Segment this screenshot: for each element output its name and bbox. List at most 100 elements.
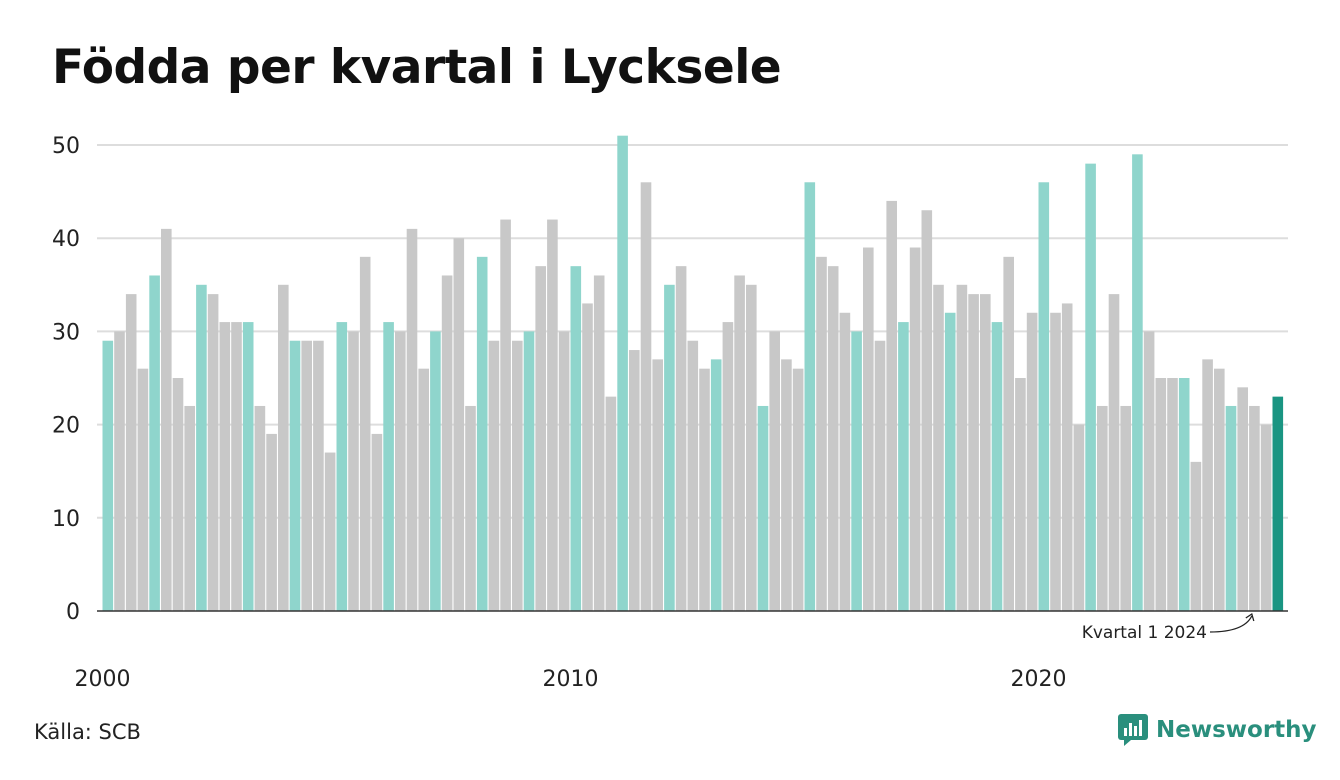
bar — [383, 322, 394, 611]
bar — [301, 340, 312, 611]
bar — [582, 303, 593, 611]
bar — [418, 368, 429, 611]
bar — [699, 368, 710, 611]
bar — [664, 284, 675, 611]
bar — [371, 433, 383, 611]
bar — [1225, 405, 1237, 611]
bar — [336, 322, 348, 611]
bar — [605, 396, 617, 611]
bar — [675, 266, 687, 611]
bar — [617, 135, 628, 611]
bar — [1237, 387, 1248, 611]
bar — [242, 322, 254, 611]
bar — [734, 275, 745, 611]
bar — [781, 359, 792, 611]
x-tick-label: 2000 — [75, 667, 131, 692]
y-tick-label: 10 — [52, 507, 80, 532]
bar — [1050, 312, 1061, 611]
bar — [1249, 405, 1260, 611]
bar — [1003, 256, 1014, 611]
bar — [161, 228, 172, 611]
bar — [640, 182, 652, 611]
bar — [886, 200, 897, 612]
bar-chart: 0 10 20 30 40 50 2000 2010 2020 Kvartal 1 2024 — [52, 134, 1288, 692]
bar — [956, 284, 968, 611]
bar — [125, 294, 137, 611]
bar — [196, 284, 207, 611]
bar — [1202, 359, 1213, 611]
x-tick-label: 2020 — [1011, 667, 1067, 692]
bar — [1155, 378, 1167, 611]
bar — [1167, 378, 1178, 611]
y-tick-label: 20 — [52, 414, 80, 439]
bar — [827, 266, 839, 611]
bar — [1132, 154, 1143, 611]
bar — [1073, 424, 1085, 611]
annotation-label: Kvartal 1 2024 — [1082, 623, 1207, 643]
y-axis-ticks: 0 10 20 30 40 50 — [52, 134, 80, 625]
bar — [1061, 303, 1073, 611]
bar — [207, 294, 219, 611]
y-tick-label: 0 — [66, 600, 80, 625]
bar — [1097, 405, 1108, 611]
bar — [1260, 424, 1272, 611]
bar — [944, 312, 956, 611]
bar — [114, 331, 125, 611]
bar — [558, 331, 570, 611]
bar — [839, 312, 851, 611]
bar — [1085, 163, 1096, 611]
bar — [172, 378, 184, 611]
bar — [324, 452, 336, 611]
brand-logo[interactable]: Newsworthy — [1118, 714, 1317, 746]
bar — [851, 331, 862, 611]
bar — [547, 219, 558, 611]
bar — [137, 368, 149, 611]
bar — [1038, 182, 1050, 611]
bar — [453, 238, 465, 611]
bar — [593, 275, 605, 611]
bar — [921, 210, 933, 612]
bar — [687, 340, 699, 611]
bar — [1190, 461, 1202, 611]
bar — [804, 182, 816, 611]
bar — [909, 247, 921, 611]
bar — [570, 266, 582, 611]
bar — [289, 340, 301, 611]
bar — [816, 256, 827, 611]
bar — [465, 405, 476, 611]
bar — [500, 219, 511, 611]
bar — [1026, 312, 1038, 611]
bar — [769, 331, 780, 611]
annotation: Kvartal 1 2024 — [1082, 612, 1255, 643]
y-tick-label: 50 — [52, 134, 80, 159]
bar — [523, 331, 535, 611]
bar — [476, 256, 488, 611]
brand-name: Newsworthy — [1156, 717, 1317, 743]
bar — [254, 405, 266, 611]
bar — [219, 322, 231, 611]
bar — [1272, 396, 1284, 611]
bars — [102, 135, 1284, 612]
bar — [149, 275, 160, 611]
bar — [266, 433, 277, 611]
bar — [1015, 378, 1026, 611]
bar — [1108, 294, 1120, 611]
bar — [313, 340, 324, 611]
annotation-arrow-icon — [1209, 612, 1255, 633]
bar — [629, 350, 640, 611]
chart-title: Födda per kvartal i Lycksele — [52, 40, 782, 95]
bar — [359, 256, 371, 611]
bar — [933, 284, 944, 611]
bar — [278, 284, 289, 611]
bar — [710, 359, 722, 611]
bar — [1178, 378, 1190, 611]
bar — [652, 359, 663, 611]
bar — [441, 275, 453, 611]
bar — [991, 322, 1003, 611]
bar — [980, 294, 991, 611]
bar — [488, 340, 500, 611]
y-tick-label: 40 — [52, 227, 80, 252]
bar — [746, 284, 757, 611]
bar — [430, 331, 441, 611]
x-tick-label: 2010 — [543, 667, 599, 692]
